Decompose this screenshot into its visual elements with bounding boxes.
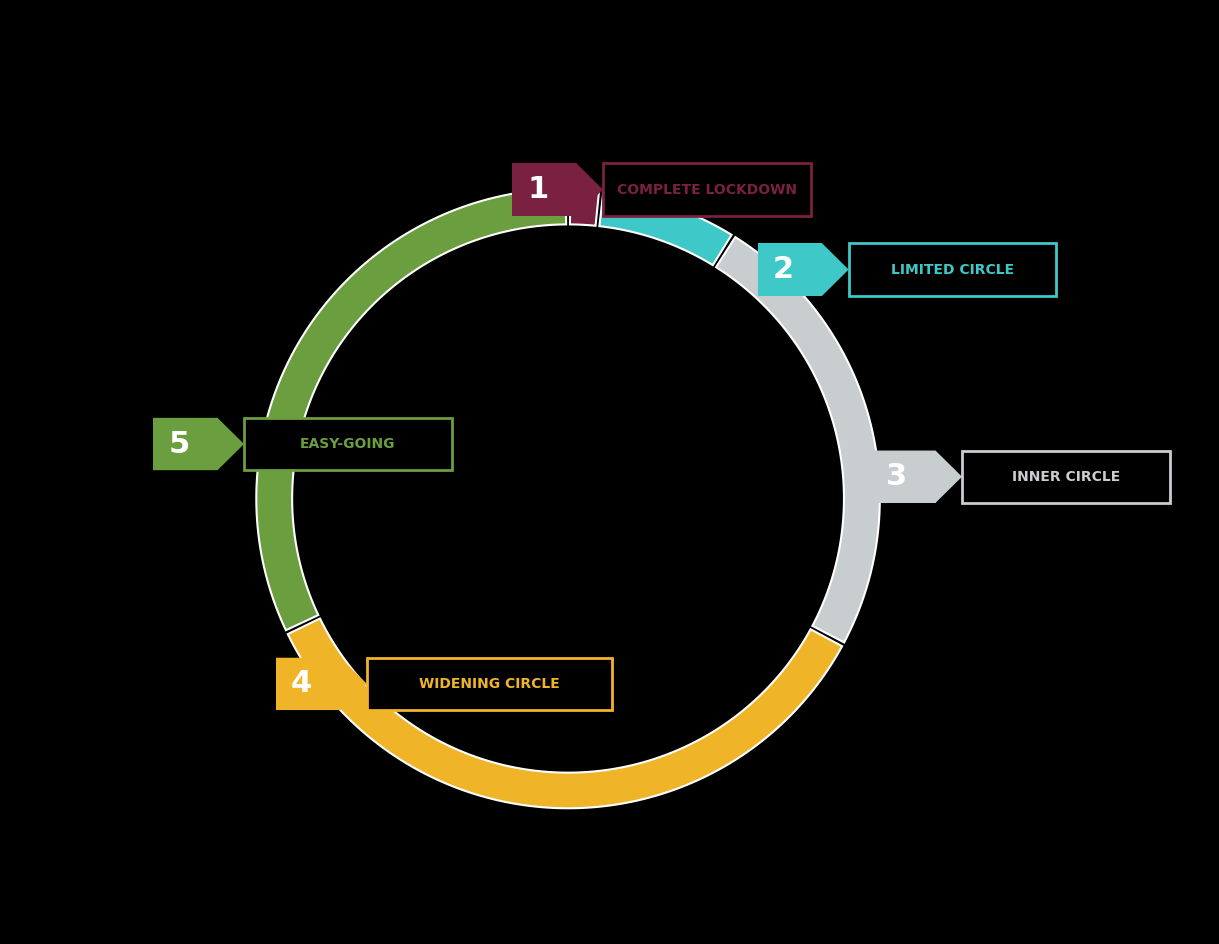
Text: 1: 1: [527, 175, 549, 204]
FancyBboxPatch shape: [848, 244, 1057, 295]
Polygon shape: [872, 450, 962, 503]
FancyBboxPatch shape: [872, 450, 935, 503]
Text: LIMITED CIRCLE: LIMITED CIRCLE: [891, 262, 1014, 277]
Polygon shape: [512, 163, 603, 216]
Text: COMPLETE LOCKDOWN: COMPLETE LOCKDOWN: [617, 182, 797, 196]
Polygon shape: [288, 618, 842, 808]
FancyBboxPatch shape: [962, 450, 1170, 503]
FancyBboxPatch shape: [367, 658, 612, 710]
Text: INNER CIRCLE: INNER CIRCLE: [1012, 470, 1120, 483]
Text: 2: 2: [773, 255, 794, 284]
Text: EASY-GOING: EASY-GOING: [300, 437, 396, 451]
Text: WIDENING CIRCLE: WIDENING CIRCLE: [419, 677, 560, 691]
Polygon shape: [277, 658, 367, 710]
FancyBboxPatch shape: [154, 418, 217, 470]
FancyBboxPatch shape: [244, 418, 452, 470]
Text: 4: 4: [291, 669, 312, 699]
Polygon shape: [154, 418, 244, 470]
FancyBboxPatch shape: [758, 244, 822, 295]
Polygon shape: [758, 244, 848, 295]
Polygon shape: [600, 191, 731, 265]
FancyBboxPatch shape: [603, 163, 811, 216]
Polygon shape: [570, 189, 599, 226]
Polygon shape: [256, 189, 566, 631]
Text: 3: 3: [886, 463, 907, 491]
FancyBboxPatch shape: [512, 163, 577, 216]
FancyBboxPatch shape: [277, 658, 340, 710]
Text: 5: 5: [168, 430, 189, 459]
Polygon shape: [716, 237, 880, 643]
